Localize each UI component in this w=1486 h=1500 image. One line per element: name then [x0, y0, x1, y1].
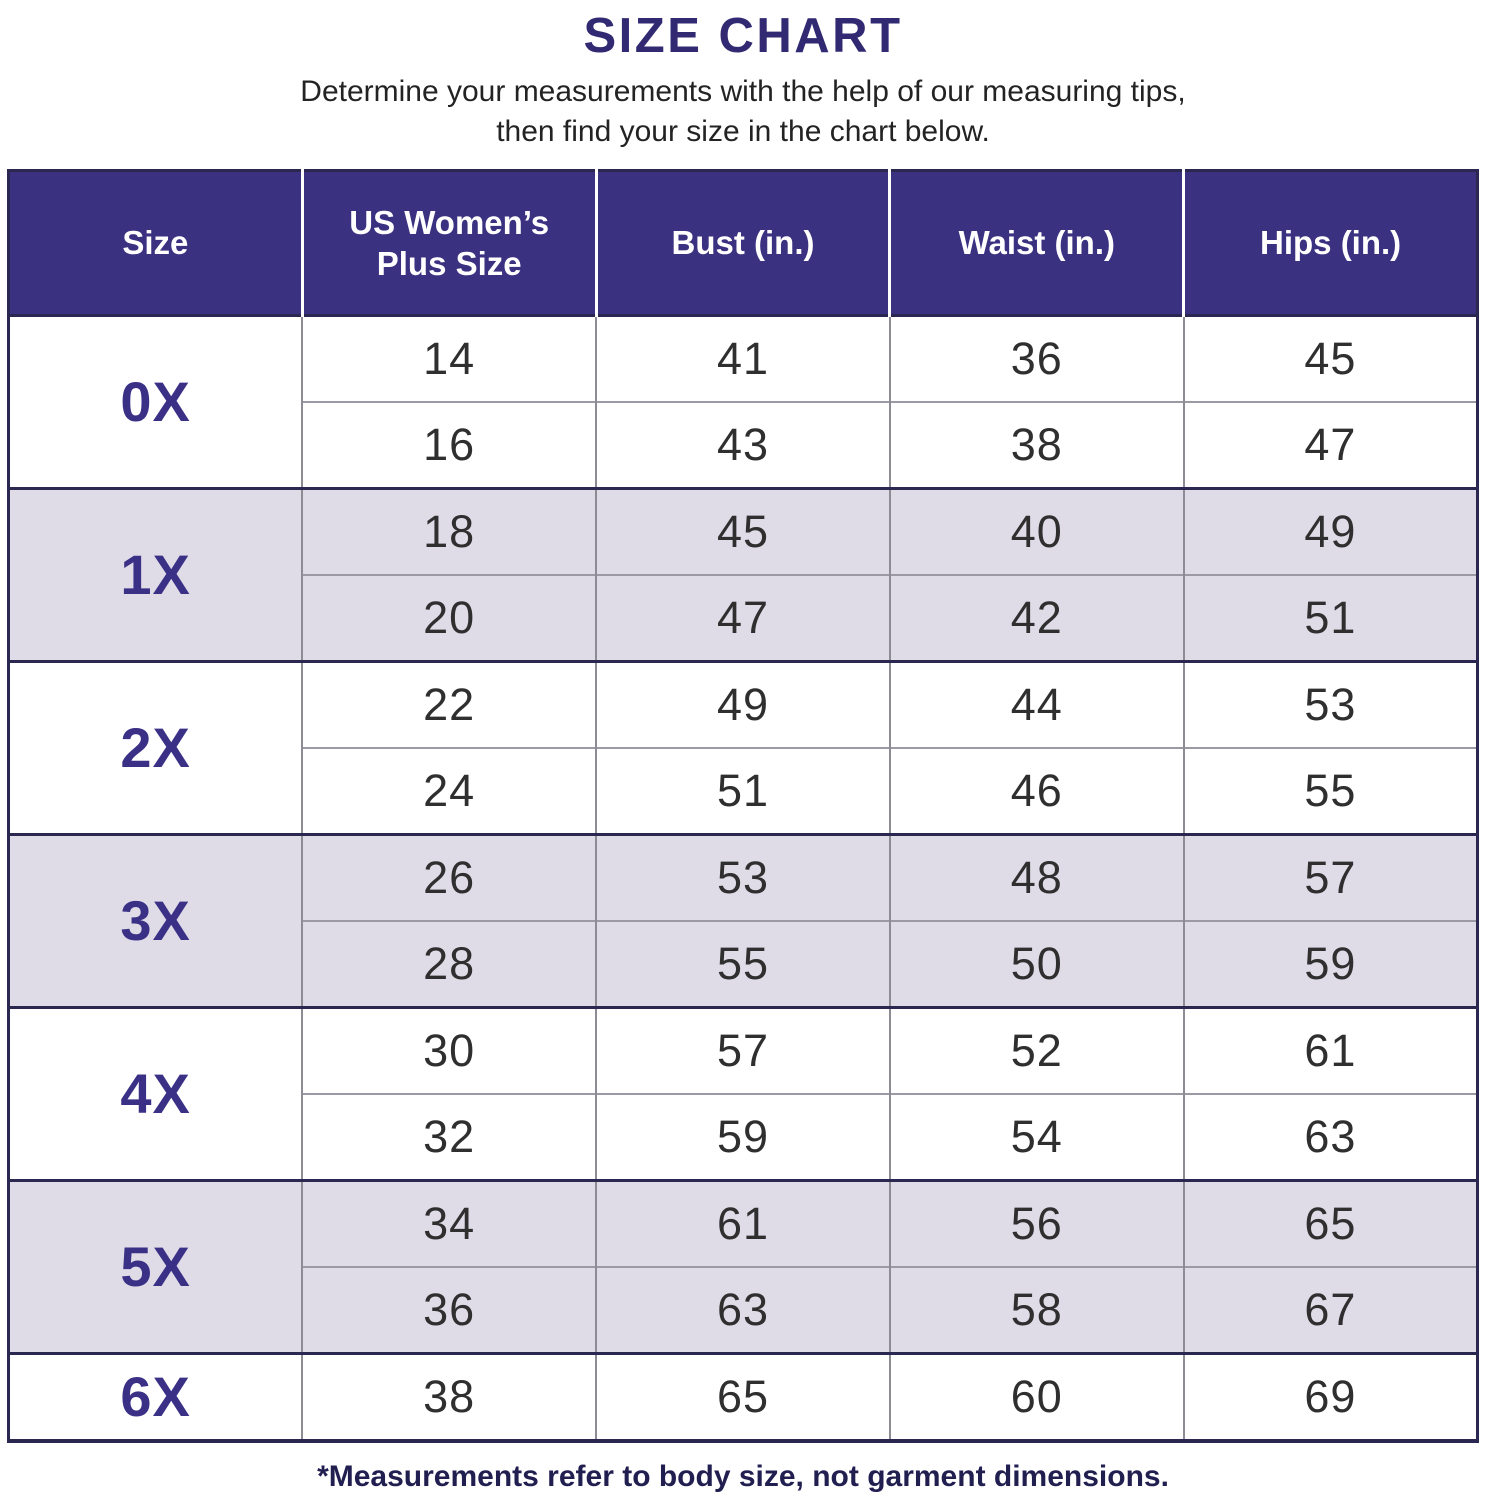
cell-us-plus-size: 24	[301, 746, 597, 835]
cell-bust: 47	[595, 573, 890, 662]
table-header: Size US Women’s Plus Size Bust (in.) Wai…	[8, 170, 1478, 316]
table-row-5x-1: 5X 34 61 56 65	[8, 1178, 1478, 1354]
cell-hips: 45	[1182, 313, 1478, 402]
cell-us-plus-size: 26	[301, 832, 597, 921]
cell-waist: 44	[888, 659, 1184, 748]
cell-hips: 57	[1182, 832, 1478, 921]
cell-us-plus-size: 36	[301, 1265, 597, 1354]
header-us-plus-size: US Women’s Plus Size	[300, 170, 597, 316]
cell-hips: 49	[1182, 486, 1478, 575]
table-row-3x-1: 3X 26 53 48 57	[8, 832, 1478, 1008]
cell-waist: 46	[888, 746, 1184, 835]
cell-waist: 38	[888, 400, 1184, 489]
cell-waist: 40	[888, 486, 1184, 575]
size-label-2x: 2X	[8, 659, 303, 835]
cell-us-plus-size: 32	[301, 1092, 597, 1181]
cell-hips: 59	[1182, 919, 1478, 1008]
cell-bust: 51	[595, 746, 890, 835]
cell-us-plus-size: 38	[301, 1351, 597, 1441]
table-row-2x-1: 2X 22 49 44 53	[8, 659, 1478, 835]
cell-us-plus-size: 20	[301, 573, 597, 662]
size-label-5x: 5X	[8, 1178, 303, 1354]
cell-bust: 53	[595, 832, 890, 921]
cell-bust: 61	[595, 1178, 890, 1267]
cell-waist: 60	[888, 1351, 1184, 1441]
size-label-0x: 0X	[8, 313, 303, 489]
cell-hips: 69	[1182, 1351, 1478, 1441]
cell-waist: 54	[888, 1092, 1184, 1181]
header-bust: Bust (in.)	[594, 170, 890, 316]
header-hips: Hips (in.)	[1182, 170, 1478, 316]
table-row-4x-1: 4X 30 57 52 61	[8, 1005, 1478, 1181]
size-chart-table: Size US Women’s Plus Size Bust (in.) Wai…	[7, 168, 1479, 1443]
footnote: *Measurements refer to body size, not ga…	[317, 1459, 1169, 1493]
cell-waist: 58	[888, 1265, 1184, 1354]
cell-hips: 65	[1182, 1178, 1478, 1267]
size-label-4x: 4X	[8, 1005, 303, 1181]
cell-waist: 48	[888, 832, 1184, 921]
page-subtitle: Determine your measurements with the hel…	[0, 72, 1486, 152]
cell-hips: 53	[1182, 659, 1478, 748]
table-body: 0X 14 41 36 45 16 43 38 47 1X 18 45 40 49 20 47 42 51 2X 22…	[8, 313, 1478, 1441]
cell-bust: 57	[595, 1005, 890, 1094]
cell-bust: 43	[595, 400, 890, 489]
header-size: Size	[8, 170, 303, 316]
cell-bust: 65	[595, 1351, 890, 1441]
cell-us-plus-size: 16	[301, 400, 597, 489]
cell-waist: 50	[888, 919, 1184, 1008]
header-row: Size US Women’s Plus Size Bust (in.) Wai…	[8, 170, 1478, 316]
size-label-6x: 6X	[8, 1351, 303, 1441]
cell-waist: 42	[888, 573, 1184, 662]
cell-us-plus-size: 34	[301, 1178, 597, 1267]
subtitle-line-1: Determine your measurements with the hel…	[300, 75, 1186, 108]
header-waist: Waist (in.)	[888, 170, 1184, 316]
subtitle-line-2: then find your size in the chart below.	[496, 114, 990, 148]
table-row-6x-1: 6X 38 65 60 69	[8, 1351, 1478, 1441]
cell-bust: 41	[595, 313, 890, 402]
cell-us-plus-size: 14	[301, 313, 597, 402]
cell-hips: 47	[1182, 400, 1478, 489]
cell-hips: 67	[1182, 1265, 1478, 1354]
cell-us-plus-size: 18	[301, 486, 597, 575]
cell-waist: 36	[888, 313, 1184, 402]
cell-hips: 63	[1182, 1092, 1478, 1181]
cell-bust: 59	[595, 1092, 890, 1181]
cell-hips: 55	[1182, 746, 1478, 835]
cell-us-plus-size: 30	[301, 1005, 597, 1094]
cell-us-plus-size: 22	[301, 659, 597, 748]
cell-bust: 45	[595, 486, 890, 575]
table-row-0x-1: 0X 14 41 36 45	[8, 313, 1478, 489]
cell-bust: 63	[595, 1265, 890, 1354]
cell-bust: 55	[595, 919, 890, 1008]
size-label-1x: 1X	[8, 486, 303, 662]
cell-waist: 52	[888, 1005, 1184, 1094]
cell-bust: 49	[595, 659, 890, 748]
cell-hips: 51	[1182, 573, 1478, 662]
cell-waist: 56	[888, 1178, 1184, 1267]
cell-us-plus-size: 28	[301, 919, 597, 1008]
table-row-1x-1: 1X 18 45 40 49	[8, 486, 1478, 662]
cell-hips: 61	[1182, 1005, 1478, 1094]
table-row-0x-2: 16 43 38 47	[8, 400, 1478, 489]
page-title: SIZE CHART	[583, 9, 903, 63]
size-label-3x: 3X	[8, 832, 303, 1008]
